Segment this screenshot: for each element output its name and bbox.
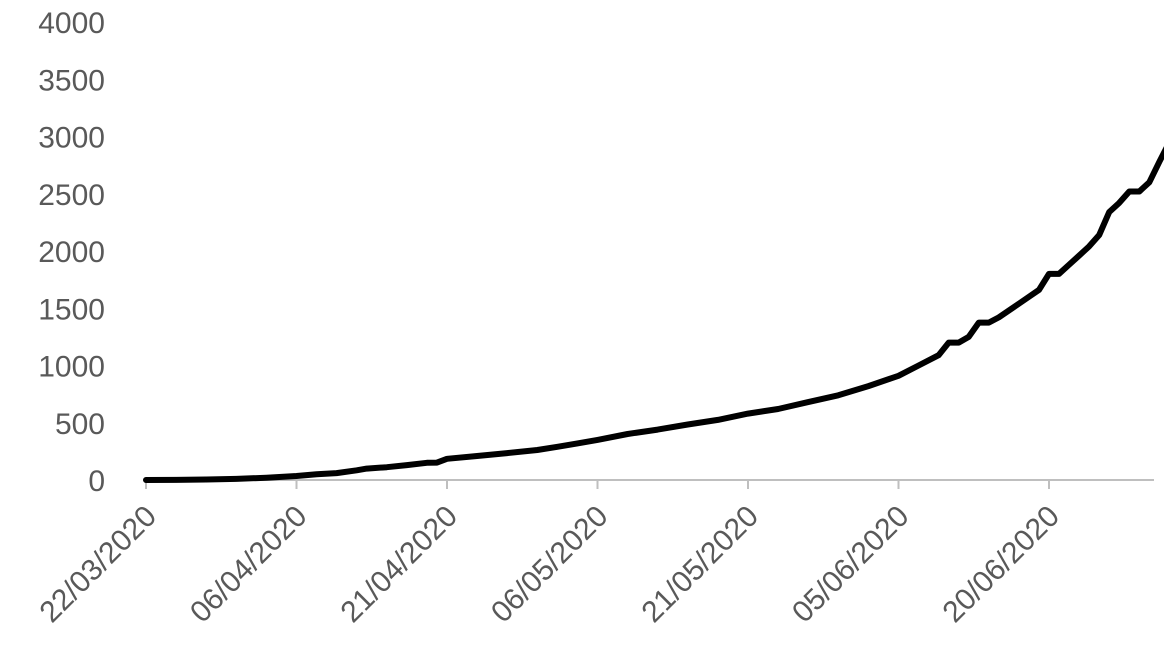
y-tick-label: 2500 bbox=[38, 179, 105, 212]
y-tick-label: 0 bbox=[88, 465, 105, 498]
x-tick-label: 06/05/2020 bbox=[485, 500, 615, 630]
y-tick-label: 3500 bbox=[38, 64, 105, 97]
y-tick-label: 3000 bbox=[38, 122, 105, 155]
y-tick-label: 1500 bbox=[38, 293, 105, 326]
x-tick-label: 21/04/2020 bbox=[334, 500, 464, 630]
x-tick-label: 05/06/2020 bbox=[786, 500, 916, 630]
x-tick-label: 21/05/2020 bbox=[635, 500, 765, 630]
x-axis-tick-labels: 22/03/2020 06/04/2020 21/04/2020 06/05/2020… bbox=[33, 500, 1066, 630]
y-tick-label: 4000 bbox=[38, 7, 105, 40]
x-tick-label: 20/06/2020 bbox=[936, 500, 1066, 630]
y-axis-tick-labels: 0 500 1000 1500 2000 2500 3000 3500 4000 bbox=[38, 7, 105, 498]
x-tick-label: 22/03/2020 bbox=[33, 500, 163, 630]
series-line bbox=[143, 146, 1164, 483]
y-tick-label: 1000 bbox=[38, 351, 105, 384]
y-tick-label: 500 bbox=[55, 408, 105, 441]
x-axis-tick-marks bbox=[145, 480, 1050, 489]
x-tick-label: 06/04/2020 bbox=[184, 500, 314, 630]
y-tick-label: 2000 bbox=[38, 236, 105, 269]
